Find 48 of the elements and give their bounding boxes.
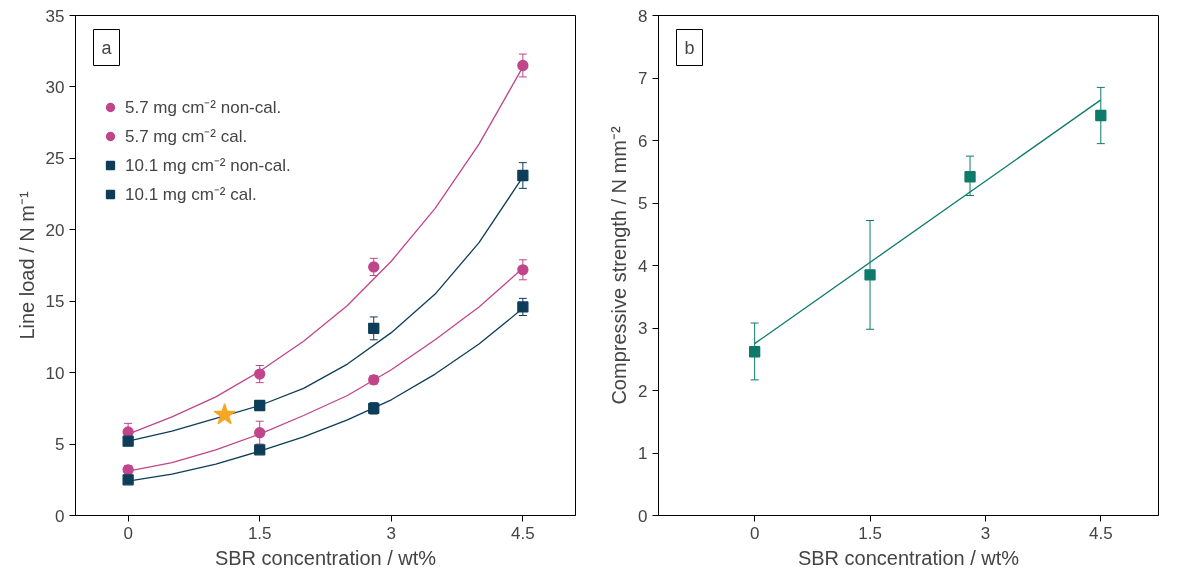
point — [213, 403, 236, 425]
x-tick-label: 0 — [123, 523, 133, 543]
x-axis-title: SBR concentration / wt% — [797, 546, 1020, 569]
y-tick-label: 15 — [45, 292, 65, 312]
y-tick-label: 0 — [638, 506, 648, 526]
y-tick-label: 3 — [638, 319, 648, 338]
x-tick-label: 3 — [980, 523, 991, 543]
y-tick-label: 6 — [638, 131, 648, 151]
y-tick-label: 7 — [638, 69, 648, 88]
y-tick-label: 8 — [638, 6, 648, 26]
y-tick-label: 5 — [638, 194, 648, 213]
point — [517, 59, 529, 72]
y-tick-label: 5 — [55, 435, 65, 455]
y-tick-label: 10 — [45, 363, 65, 383]
y-tick-label: 4 — [638, 256, 648, 276]
x-tick-label: 1.5 — [247, 523, 272, 543]
y-axis-title: Line load / N m⁻¹ — [15, 191, 38, 340]
x-tick-label: 4.5 — [1088, 523, 1113, 543]
x-tick-label: 1.5 — [858, 523, 882, 543]
y-axis-title: Compressive strength / N mm⁻² — [608, 126, 631, 405]
y-tick-label: 1 — [638, 444, 648, 463]
point — [368, 322, 380, 335]
legend-label: 10.1 mg cm⁻² cal. — [125, 184, 257, 205]
x-tick-label: 3 — [386, 523, 397, 543]
point — [749, 346, 761, 358]
y-tick-label: 2 — [638, 381, 648, 401]
y-tick-label: 20 — [45, 220, 65, 240]
legend-label: 10.1 mg cm⁻² non-cal. — [125, 155, 291, 176]
legend-label: 5.7 mg cm⁻² cal. — [125, 126, 248, 147]
point — [122, 435, 134, 447]
y-tick-label: 35 — [45, 6, 65, 26]
point — [368, 261, 380, 273]
point — [1095, 109, 1107, 122]
x-tick-label: 0 — [749, 523, 760, 543]
legend-label: 5.7 mg cm⁻² non-cal. — [125, 97, 282, 118]
x-axis-title: SBR concentration / wt% — [214, 546, 437, 569]
y-tick-label: 0 — [55, 506, 65, 526]
annotation: a — [101, 37, 113, 58]
point — [517, 301, 529, 313]
point — [864, 269, 876, 281]
x-tick-label: 4.5 — [511, 523, 535, 543]
point — [964, 171, 976, 183]
y-tick-label: 30 — [45, 77, 65, 97]
y-tick-label: 25 — [45, 149, 65, 169]
point — [122, 474, 134, 486]
point — [517, 169, 529, 182]
annotation: b — [684, 37, 695, 58]
point — [517, 264, 529, 276]
